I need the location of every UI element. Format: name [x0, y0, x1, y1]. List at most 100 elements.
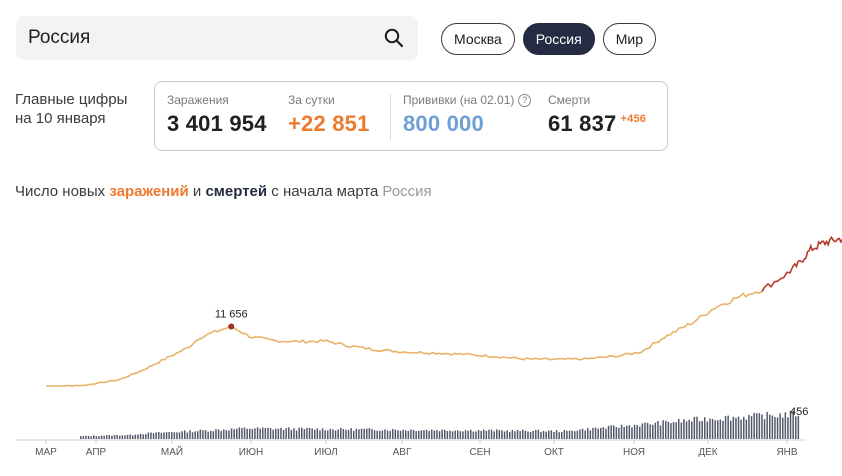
deaths-bar — [303, 429, 306, 439]
deaths-bar — [129, 434, 131, 439]
deaths-bar — [472, 431, 475, 439]
deaths-bar — [251, 429, 254, 439]
deaths-bar — [178, 432, 181, 439]
deaths-bar — [542, 430, 545, 439]
deaths-bar — [579, 429, 581, 439]
deaths-bar — [607, 425, 610, 439]
deaths-bar — [438, 431, 441, 439]
deaths-bar — [95, 436, 98, 439]
stat-deaths: Смерти 61 837 +456 — [548, 93, 646, 137]
deaths-bar — [711, 419, 714, 439]
deaths-bar — [631, 427, 633, 439]
chart-title-text-3: с начала марта — [267, 183, 379, 200]
deaths-bar — [145, 434, 147, 439]
deaths-bar — [626, 425, 628, 439]
deaths-bar — [675, 422, 677, 439]
deaths-bar — [436, 430, 438, 439]
deaths-bar — [225, 430, 228, 439]
search-icon[interactable] — [382, 26, 406, 50]
deaths-bar — [717, 420, 719, 439]
deaths-bar — [293, 428, 295, 439]
deaths-bar — [108, 435, 111, 439]
deaths-bar — [415, 431, 417, 439]
deaths-bar — [334, 430, 337, 439]
deaths-bar — [698, 421, 701, 439]
stat-deaths-delta: +456 — [620, 113, 647, 125]
deaths-bar — [204, 430, 207, 439]
deaths-bar — [771, 415, 774, 439]
deaths-bar — [210, 430, 212, 439]
x-tick-label: ЯНВ — [776, 447, 797, 458]
deaths-bar — [368, 428, 371, 439]
infections-peak-dot[interactable] — [228, 323, 235, 330]
tab-moscow[interactable]: Москва — [441, 23, 515, 55]
chart-title-deaths: смертей — [205, 183, 268, 200]
search-box[interactable]: Россия — [16, 16, 418, 60]
deaths-bar — [319, 430, 321, 439]
deaths-bar — [324, 430, 326, 439]
deaths-bar — [496, 429, 498, 439]
tab-world[interactable]: Мир — [602, 23, 656, 55]
deaths-bar — [797, 415, 800, 439]
deaths-bar — [558, 432, 560, 439]
deaths-bar — [623, 426, 625, 439]
deaths-bar — [243, 427, 246, 439]
deaths-bar — [262, 427, 264, 439]
stat-daily-label: За сутки — [288, 93, 335, 107]
deaths-bar — [769, 414, 771, 439]
deaths-bar — [727, 415, 729, 439]
deaths-bar — [126, 434, 129, 439]
deaths-bar — [163, 432, 165, 439]
deaths-bar — [267, 427, 269, 439]
deaths-bar — [563, 430, 566, 439]
chart-title-text-1: Число новых — [15, 183, 110, 200]
deaths-bar — [98, 436, 100, 439]
deaths-bar — [402, 429, 404, 439]
deaths-bar — [519, 431, 521, 439]
deaths-bar — [503, 431, 506, 439]
chart-title-region[interactable]: Россия — [382, 183, 432, 200]
deaths-bar — [709, 418, 711, 439]
deaths-bar — [111, 435, 113, 439]
deaths-bar — [766, 412, 768, 439]
deaths-bar — [360, 428, 363, 439]
deaths-bar — [514, 431, 516, 439]
deaths-bar — [784, 412, 787, 439]
info-icon[interactable]: ? — [518, 93, 532, 107]
search-input[interactable]: Россия — [28, 27, 91, 48]
deaths-bar — [87, 435, 90, 439]
deaths-bar — [100, 435, 103, 439]
deaths-bar — [753, 412, 755, 439]
deaths-bar — [272, 429, 274, 439]
deaths-bar — [376, 430, 378, 439]
deaths-bar — [719, 419, 722, 439]
deaths-bar — [371, 429, 373, 439]
stat-vaccinations: Прививки (на 02.01) ? 800 000 — [403, 93, 532, 137]
deaths-bar — [756, 413, 758, 439]
deaths-bar — [233, 429, 235, 439]
deaths-bar — [535, 430, 537, 439]
deaths-bar — [589, 430, 592, 439]
deaths-value-label: 456 — [790, 406, 808, 418]
deaths-bar — [459, 431, 462, 439]
deaths-bar — [795, 416, 797, 439]
deaths-bar — [441, 429, 443, 439]
deaths-bar — [152, 433, 155, 439]
chart-title-text-2: и — [188, 183, 206, 200]
tab-russia[interactable]: Россия — [522, 23, 595, 55]
deaths-bar — [750, 416, 753, 439]
deaths-bar — [680, 422, 683, 439]
deaths-bar — [748, 414, 750, 439]
stat-deaths-label: Смерти — [548, 93, 591, 107]
deaths-bar — [532, 430, 534, 439]
deaths-bar — [714, 420, 716, 439]
deaths-bar — [137, 434, 139, 439]
deaths-bar — [119, 435, 121, 439]
headline-date: на 10 января — [15, 110, 106, 127]
deaths-bar — [329, 428, 332, 439]
stat-infections-value: 3 401 954 — [167, 111, 267, 136]
deaths-bar — [277, 428, 280, 439]
deaths-bar — [412, 429, 415, 439]
deaths-bar — [659, 425, 662, 439]
